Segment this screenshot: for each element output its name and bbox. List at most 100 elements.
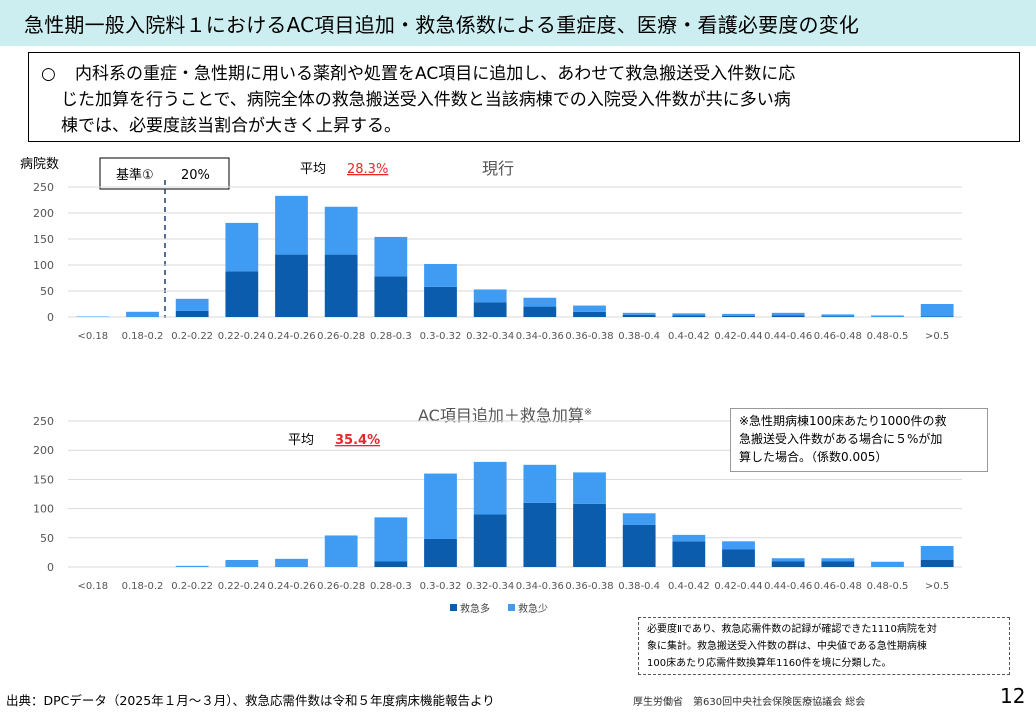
chart2-x-tick: 0.28-0.3 — [370, 581, 412, 592]
note-line-1: ※急性期病棟100床あたり1000件の救 — [739, 414, 947, 428]
note-box: ※急性期病棟100床あたり1000件の救 急搬送受入件数がある場合に５%が加 算… — [730, 408, 988, 472]
chart2-y-tick: 250 — [33, 415, 54, 428]
summary-box: ○ 内科系の重症・急性期に用いる薬剤や処置をAC項目に追加し、あわせて救急搬送受入… — [28, 52, 1020, 142]
chart1-bar-dark — [622, 314, 656, 317]
chart1-bar-dark — [771, 315, 805, 317]
chart2-x-tick: 0.32-0.34 — [466, 581, 514, 592]
chart2-bar-dark — [821, 561, 855, 567]
chart2-bar-light — [275, 558, 308, 567]
chart2-bar-dark — [573, 503, 606, 567]
chart1-bar-light — [424, 263, 457, 287]
footnote-line-2: 象に集計。救急搬送受入件数の群は、中央値である急性期病棟 — [647, 641, 927, 652]
chart2-bar-light — [920, 545, 954, 560]
chart1-x-tick: 0.24-0.26 — [267, 331, 315, 342]
chart2-bar-dark — [622, 524, 656, 567]
chart2-x-tick: <0.18 — [78, 581, 109, 592]
footnote-line-1: 必要度Ⅱであり、救急応需件数の記録が確認できた1110病院を対 — [647, 624, 937, 635]
note-line-2: 急搬送受入件数がある場合に５%が加 — [739, 432, 943, 446]
chart1-x-tick: 0.48-0.5 — [867, 331, 909, 342]
chart2-x-tick: 0.2-0.22 — [171, 581, 213, 592]
chart1-bar-light — [275, 195, 308, 255]
source-text: 出典：DPCデータ（2025年１月～３月）、救急応需件数は令和５年度病床機能報告… — [6, 693, 495, 708]
chart1-bar-dark — [374, 276, 408, 317]
chart1-x-tick: 0.46-0.48 — [814, 331, 862, 342]
chart2-y-tick: 100 — [33, 503, 54, 516]
chart2-x-tick: 0.44-0.46 — [764, 581, 812, 592]
chart2-y-tick: 0 — [47, 561, 54, 574]
page-title-bar: 急性期一般入院料１におけるAC項目追加・救急係数による重症度、医療・看護必要度の… — [0, 0, 1036, 46]
chart2-bar-light — [771, 558, 805, 562]
chart1-bar-light — [175, 298, 209, 311]
chart1-bar-light — [126, 311, 159, 317]
chart2-bar-dark — [473, 514, 507, 567]
chart2-x-tick: 0.22-0.24 — [218, 581, 266, 592]
chart1-bar-light — [871, 315, 904, 317]
chart2-x-tick: 0.4-0.42 — [668, 581, 710, 592]
chart1-bar-light — [722, 313, 755, 316]
chart1-bar-light — [324, 206, 358, 255]
chart1-x-tick: 0.34-0.36 — [516, 331, 564, 342]
chart2-x-tick: 0.38-0.4 — [618, 581, 660, 592]
chart1-y-tick: 150 — [33, 233, 54, 246]
chart2-bar-light — [175, 565, 209, 567]
chart1-average-label: 平均 — [300, 162, 326, 177]
summary-bullet: ○ — [41, 64, 56, 84]
chart1-x-tick: <0.18 — [78, 331, 109, 342]
chart1-bar-light — [76, 316, 110, 317]
footnote-line-3: 100床あたり応需件数換算年1160件を境に分類した。 — [647, 658, 892, 669]
chart2-bar-light — [622, 513, 656, 525]
chart2-average-value: 35.4% — [335, 433, 380, 448]
chart2-bar-dark — [771, 561, 805, 567]
chart1-bar-dark — [275, 254, 308, 317]
chart1-bar-light — [672, 313, 706, 316]
chart2-bar-dark — [722, 549, 755, 567]
chart1-bar-light — [920, 304, 954, 317]
chart1-y-axis-label: 病院数 — [20, 157, 59, 172]
chart2-bar-dark — [523, 502, 557, 567]
chart1-bar-dark — [175, 310, 209, 317]
chart2-y-tick: 150 — [33, 473, 54, 486]
chart1-bar-light — [374, 236, 408, 277]
legend-swatch-dark — [450, 604, 457, 611]
chart2-x-tick: 0.36-0.38 — [565, 581, 613, 592]
chart1-bar-light — [473, 289, 507, 303]
chart2-title: AC項目追加＋救急加算※ — [418, 406, 592, 425]
chart1-x-tick: 0.32-0.34 — [466, 331, 514, 342]
chart1-y-tick: 100 — [33, 259, 54, 272]
chart2-bar-light — [473, 461, 507, 515]
chart1-bar-light — [821, 314, 855, 317]
chart1-x-tick: >0.5 — [925, 331, 949, 342]
chart1-title: 現行 — [482, 159, 514, 178]
page-title: 急性期一般入院料１におけるAC項目追加・救急係数による重症度、医療・看護必要度の… — [24, 12, 860, 37]
chart1-x-tick: 0.42-0.44 — [714, 331, 762, 342]
chart2-x-tick: 0.3-0.32 — [420, 581, 462, 592]
legend-label-light: 救急少 — [518, 602, 548, 615]
summary-line-3: 棟では、必要度該当割合が大きく上昇する。 — [61, 116, 401, 136]
footnote-box: 必要度Ⅱであり、救急応需件数の記録が確認できた1110病院を対 象に集計。救急搬… — [638, 617, 1010, 675]
chart1-x-tick: 0.2-0.22 — [171, 331, 213, 342]
chart1-x-tick: 0.38-0.4 — [618, 331, 660, 342]
chart2-bar-dark — [672, 541, 706, 567]
summary-line-2: じた加算を行うことで、病院全体の救急搬送受入件数と当該病棟での入院受入件数が共に… — [61, 90, 791, 110]
chart2-average-label: 平均 — [288, 433, 314, 448]
chart1-plot: 0 50 100 150 200 250 <0.18 0.18-0.2 0.2-0.22 0.22… — [33, 181, 962, 342]
summary-text-1: 内科系の重症・急性期に用いる薬剤や処置をAC項目に追加し、あわせて救急搬送受入件… — [75, 64, 796, 84]
chart2-x-tick: 0.34-0.36 — [516, 581, 564, 592]
chart1-threshold-value: 20% — [181, 168, 210, 183]
chart2-bar-light — [672, 534, 706, 542]
chart2-x-tick: 0.24-0.26 — [267, 581, 315, 592]
chart1-x-tick: 0.3-0.32 — [420, 331, 462, 342]
chart1-x-tick: 0.28-0.3 — [370, 331, 412, 342]
chart1-bar-dark — [672, 315, 706, 317]
chart1-y-tick: 250 — [33, 181, 54, 194]
chart1-y-tick: 200 — [33, 207, 54, 220]
chart1-bar-dark — [573, 311, 606, 317]
chart2-x-tick: 0.18-0.2 — [122, 581, 164, 592]
chart2-y-tick: 50 — [40, 532, 54, 545]
chart2-bar-light — [324, 535, 358, 567]
ministry-credit: 厚生労働省 第630回中央社会保険医療協議会 総会 — [633, 697, 866, 708]
chart1-x-tick: 0.4-0.42 — [668, 331, 710, 342]
chart1-bar-dark — [424, 286, 457, 317]
chart2-x-tick: >0.5 — [925, 581, 949, 592]
